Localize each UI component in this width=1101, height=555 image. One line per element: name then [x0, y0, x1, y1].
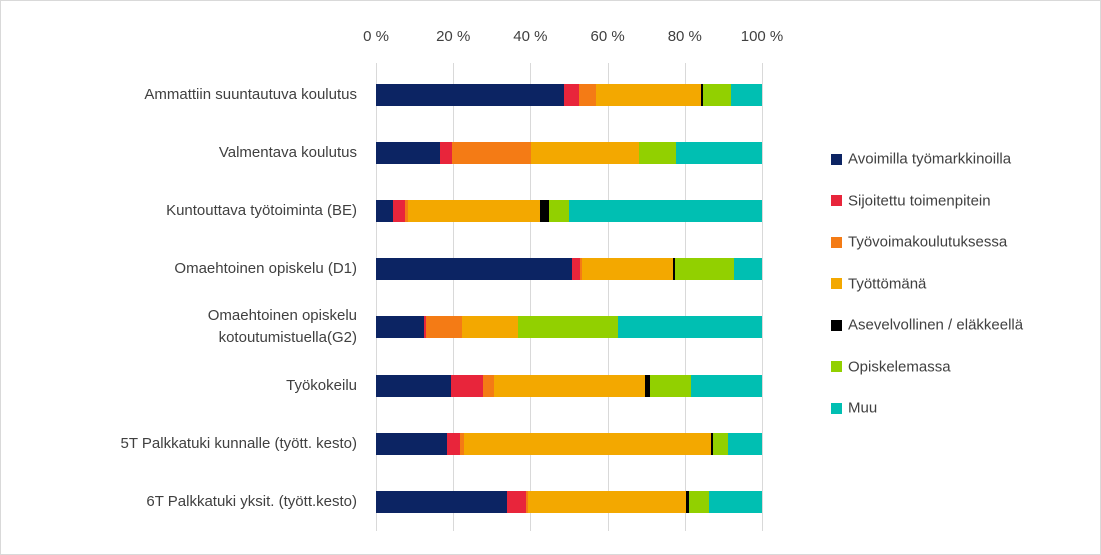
category-label: 5T Palkkatuki kunnalle (tyött. kesto): [120, 434, 358, 452]
bar-segment: [376, 432, 448, 455]
bar-segment: [596, 84, 701, 106]
grid-line: [684, 63, 686, 531]
bar-segment: [540, 200, 549, 223]
grid-line: [607, 63, 609, 531]
x-tick-label: 80 %: [667, 28, 702, 45]
bar-segment: [482, 374, 494, 397]
legend-label: Sijoitettu toimenpitein: [848, 192, 991, 209]
bar-segment: [460, 432, 464, 455]
bar-segment: [408, 200, 541, 223]
bar-segment: [548, 200, 569, 223]
bar-segment: [708, 490, 762, 513]
category-label: Omaehtoinen opiskelu (D1): [174, 260, 357, 278]
grid-line: [762, 63, 763, 531]
bar-segment: [572, 258, 581, 281]
bar-segment: [649, 374, 691, 397]
bar-segment: [376, 142, 441, 165]
bar-segment: [376, 200, 393, 223]
bar-segment: [464, 432, 712, 455]
bar-segment: [712, 432, 729, 455]
category-label: 6T Palkkatuki yksit. (tyött.kesto): [146, 492, 357, 510]
bar-segment: [728, 432, 762, 455]
category-label: Kuntouttava työtoiminta (BE): [166, 202, 357, 220]
bar-segment: [376, 258, 573, 281]
grid-line: [453, 63, 455, 531]
category-label: Omaehtoinen opiskelu kotoutumistuella(G2…: [207, 307, 357, 347]
bar-segment: [440, 142, 453, 165]
bar-segment: [675, 258, 735, 281]
bar-segment: [688, 490, 709, 513]
bar-segment: [404, 200, 409, 223]
grid-line: [376, 63, 377, 531]
bar-segment: [563, 84, 580, 106]
bar-segment: [579, 84, 596, 106]
bar-segment: [617, 316, 762, 339]
legend-label: Avoimilla työmarkkinoilla: [848, 150, 1012, 168]
bar-segment: [527, 490, 686, 513]
bar-segment: [506, 490, 526, 513]
category-label: Työkokeilu: [286, 376, 357, 394]
bar-segment: [731, 84, 762, 106]
bar-segment: [582, 258, 674, 281]
bar-segment: [676, 142, 762, 165]
legend-swatch: [831, 361, 842, 372]
legend-label: Muu: [848, 399, 878, 417]
legend-swatch: [831, 278, 842, 289]
bar-segment: [569, 200, 762, 223]
legend-swatch: [831, 195, 842, 206]
legend-label: Asevelvollinen / eläkkeellä: [848, 316, 1024, 334]
bar-segment: [423, 316, 426, 339]
bar-segment: [734, 258, 762, 281]
bar-segment: [531, 142, 640, 165]
grid-line: [530, 63, 532, 531]
legend-label: Työttömänä: [848, 275, 927, 292]
bar-segment: [639, 142, 677, 165]
bar-segment: [685, 490, 689, 513]
x-tick-label: 20 %: [436, 28, 471, 45]
x-tick-label: 60 %: [590, 28, 625, 45]
bar-segment: [376, 84, 564, 106]
legend-swatch: [831, 319, 842, 331]
bar-segment: [376, 374, 451, 397]
bar-segment: [711, 432, 713, 455]
bar-segment: [392, 200, 405, 223]
bar-segment: [450, 374, 483, 397]
bar-segment: [673, 258, 676, 281]
bar-segment: [452, 142, 532, 165]
legend-swatch: [831, 153, 842, 165]
x-tick-label: 100 %: [740, 28, 784, 45]
category-label: Valmentava koulutus: [218, 144, 357, 162]
x-tick-label: 0 %: [363, 28, 389, 45]
bar-segment: [376, 490, 507, 513]
bar-segment: [425, 316, 462, 339]
x-tick-label: 40 %: [513, 28, 548, 45]
bar-segment: [702, 84, 732, 106]
bar-segment: [525, 490, 528, 513]
bar-segment: [644, 374, 650, 397]
bar-segment: [461, 316, 518, 339]
bar-segment: [376, 316, 424, 339]
legend-swatch: [831, 402, 842, 414]
legend-label: Työvoimakoulutuksessa: [848, 233, 1008, 251]
bar-segment: [690, 374, 762, 397]
category-label: Ammattiin suuntautuva koulutus: [144, 86, 357, 103]
bar-segment: [447, 432, 461, 455]
bar-segment: [580, 258, 583, 281]
bar-segment: [493, 374, 645, 397]
bar-segment: [701, 84, 703, 106]
bar-segment: [517, 316, 618, 339]
legend-swatch: [831, 236, 842, 248]
legend-label: Opiskelemassa: [848, 358, 951, 375]
